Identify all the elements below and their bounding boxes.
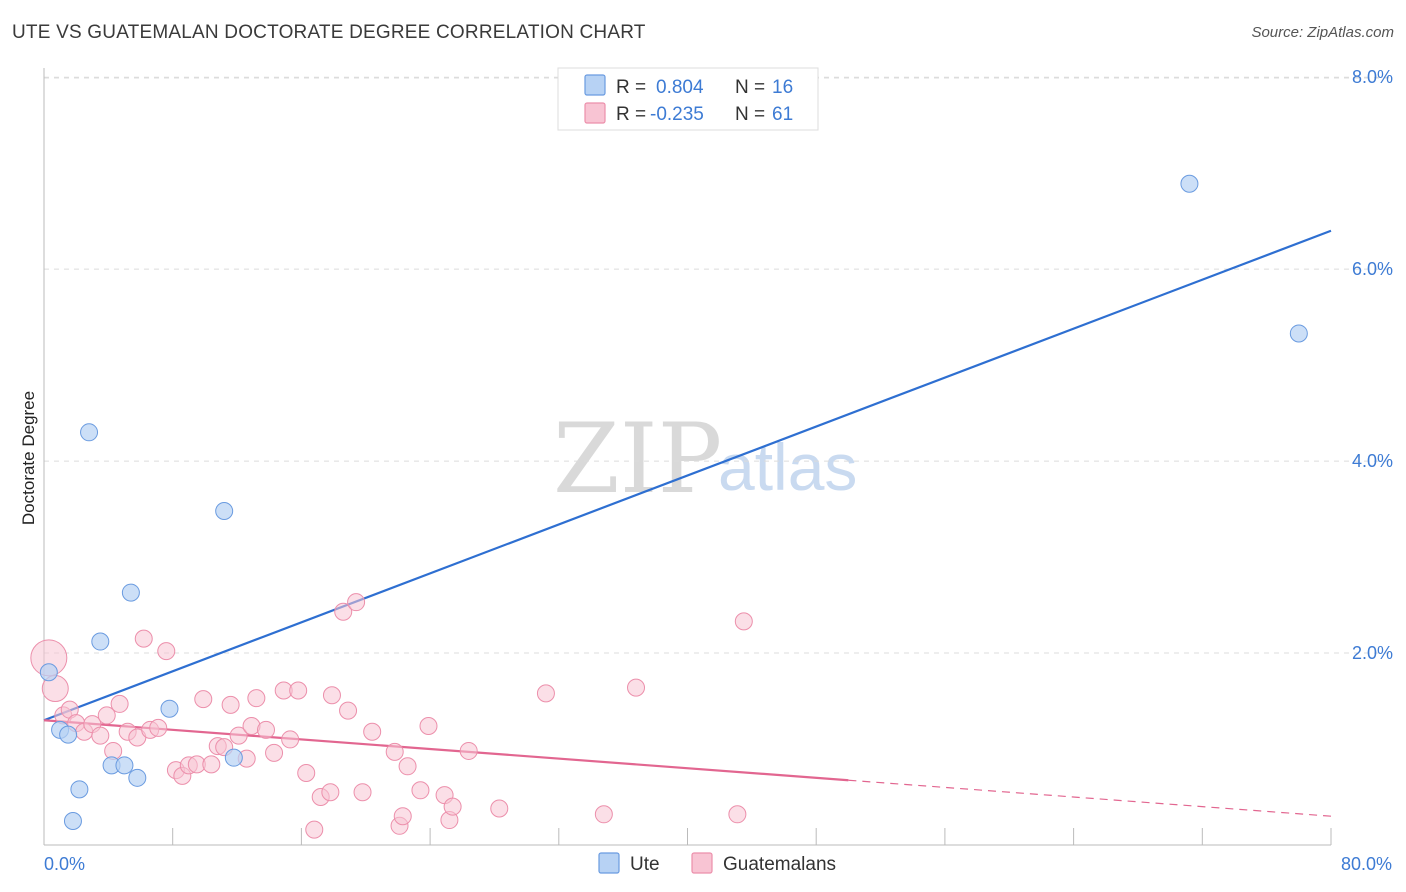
scatter-points xyxy=(30,174,1308,839)
legend-ute-r-label: R = xyxy=(616,77,646,98)
legend-guat-r-label: R = xyxy=(616,104,646,125)
trend-line-ute xyxy=(43,229,1332,722)
ute-point xyxy=(59,725,78,744)
trend-lines xyxy=(43,229,1332,817)
guatemalans-point xyxy=(110,694,129,713)
guatemalans-point xyxy=(91,726,110,745)
guatemalans-point xyxy=(321,783,340,802)
guatemalans-point xyxy=(594,805,613,824)
y-tick-label-2: 6.0% xyxy=(1352,259,1393,279)
guatemalans-point xyxy=(305,820,324,839)
guatemalans-point xyxy=(149,718,168,737)
guatemalans-point xyxy=(257,720,276,739)
watermark-zip: ZIP xyxy=(553,403,722,515)
guatemalans-point xyxy=(334,602,353,621)
guatemalans-point xyxy=(393,807,412,826)
ute-point xyxy=(80,423,99,442)
ute-point xyxy=(70,780,89,799)
y-tick-labels: 2.0% 4.0% 6.0% 8.0% xyxy=(1352,67,1393,663)
legend-guat-n-label: N = xyxy=(735,104,765,125)
y-tick-label-3: 8.0% xyxy=(1352,67,1393,87)
guatemalans-point xyxy=(134,629,153,648)
ute-point xyxy=(1289,324,1308,343)
guatemalans-point xyxy=(297,764,316,783)
y-tick-label-0: 2.0% xyxy=(1352,643,1393,663)
guatemalans-point xyxy=(419,716,438,735)
bottom-legend-guatemalans: Guatemalans xyxy=(723,854,836,875)
y-axis-label: Doctorate Degree xyxy=(19,391,38,525)
guatemalans-point xyxy=(157,642,176,661)
legend-ute-n-label: N = xyxy=(735,77,765,98)
ute-point xyxy=(128,768,147,787)
guatemalans-point xyxy=(536,684,555,703)
guatemalans-point xyxy=(627,678,646,697)
guatemalans-point xyxy=(385,742,404,761)
guatemalans-point xyxy=(347,593,366,612)
guatemalans-point xyxy=(353,783,372,802)
bottom-legend: Ute Guatemalans xyxy=(598,852,836,875)
bottom-legend-swatch-ute xyxy=(598,852,620,874)
trend-line-guatemalans xyxy=(43,719,849,782)
guatemalans-point xyxy=(411,781,430,800)
ute-point xyxy=(91,632,110,651)
chart-title: UTE VS GUATEMALAN DOCTORATE DEGREE CORRE… xyxy=(12,22,646,43)
guatemalans-point xyxy=(265,743,284,762)
ute-point xyxy=(121,583,140,602)
guatemalans-point xyxy=(728,805,747,824)
ute-point xyxy=(224,748,243,767)
guatemalans-point xyxy=(281,730,300,749)
guatemalans-point xyxy=(322,686,341,705)
guatemalans-point xyxy=(194,690,213,709)
x-tick-label-max: 80.0% xyxy=(1341,854,1392,874)
legend-ute-r-value: 0.804 xyxy=(656,77,704,98)
ute-point xyxy=(63,812,82,831)
guatemalans-point xyxy=(289,681,308,700)
legend-guat-r-value: -0.235 xyxy=(650,104,704,125)
bottom-legend-swatch-guatemalans xyxy=(691,852,713,874)
guatemalans-point xyxy=(443,797,462,816)
guatemalans-point xyxy=(459,741,478,760)
legend: R = 0.804 N = 16 R = -0.235 N = 61 xyxy=(557,67,819,131)
legend-swatch-ute xyxy=(584,74,606,96)
source-label: Source: ZipAtlas.com xyxy=(1251,24,1394,41)
guatemalans-point xyxy=(398,757,417,776)
ute-point xyxy=(115,756,134,775)
guatemalans-point xyxy=(97,706,116,725)
axes xyxy=(43,68,1332,846)
ute-point xyxy=(1180,174,1199,193)
guatemalans-point xyxy=(490,799,509,818)
trend-line-guatemalans-extrapolated xyxy=(848,779,1332,817)
guatemalans-point xyxy=(229,726,248,745)
guatemalans-point xyxy=(247,689,266,708)
gridlines xyxy=(44,76,1392,654)
guatemalans-point xyxy=(221,695,240,714)
legend-guat-n-value: 61 xyxy=(772,104,793,125)
guatemalans-point xyxy=(363,722,382,741)
legend-ute-n-value: 16 xyxy=(772,77,793,98)
guatemalans-point xyxy=(734,612,753,631)
ute-point xyxy=(39,663,58,682)
bottom-legend-ute: Ute xyxy=(630,854,660,875)
legend-swatch-guatemalans xyxy=(584,102,606,124)
x-tick-label-min: 0.0% xyxy=(44,854,85,874)
watermark-atlas: atlas xyxy=(718,430,857,504)
guatemalans-point xyxy=(339,701,358,720)
guatemalans-point xyxy=(202,755,221,774)
ute-point xyxy=(215,502,234,521)
y-tick-label-1: 4.0% xyxy=(1352,451,1393,471)
ute-point xyxy=(160,699,179,718)
